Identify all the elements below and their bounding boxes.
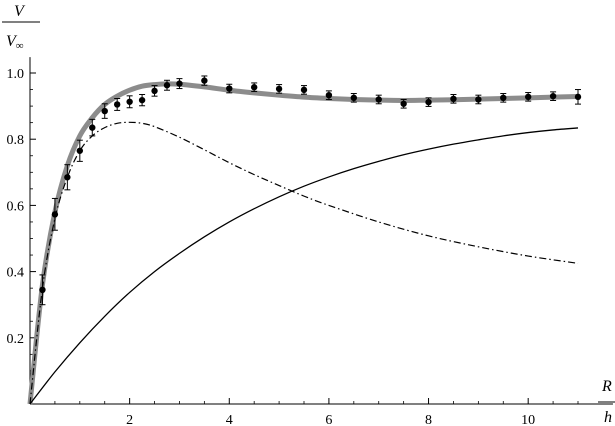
data-point [89, 118, 96, 137]
series-line-thick-gray [27, 81, 579, 405]
data-point-marker [151, 87, 158, 95]
data-points [39, 75, 582, 306]
data-point-marker [350, 94, 358, 102]
data-point-marker [400, 100, 407, 107]
y-tick-label: 1.0 [7, 67, 25, 82]
data-point [176, 78, 183, 90]
data-point [475, 94, 482, 105]
data-point [113, 97, 121, 111]
axes: 2 4 6 8 10 0.2 0.4 0.6 0.8 1.0 [7, 57, 613, 426]
data-point-marker [176, 80, 183, 87]
x-tick-label: 4 [226, 413, 233, 426]
data-point-marker [500, 94, 507, 102]
data-point-marker [475, 96, 482, 103]
x-tick-label: 2 [126, 413, 133, 426]
data-point-marker [275, 85, 283, 93]
x-tick-label: 8 [425, 413, 432, 426]
data-point [500, 93, 507, 103]
data-point [425, 97, 432, 107]
data-point [163, 79, 171, 91]
data-point-marker [39, 286, 46, 294]
data-point-marker [524, 93, 532, 101]
data-point [39, 274, 46, 306]
data-point-marker [64, 174, 71, 181]
x-axis-label-denominator: h [604, 409, 612, 426]
data-point [76, 139, 84, 162]
data-point-marker [226, 85, 233, 92]
series-layer [27, 81, 579, 405]
data-point [226, 83, 233, 94]
data-point-marker [138, 96, 146, 104]
y-tick-label: 0.8 [7, 133, 25, 148]
data-point [400, 98, 407, 109]
data-point [350, 93, 358, 103]
data-point [51, 197, 59, 231]
data-point [325, 90, 333, 100]
x-tick-label: 10 [521, 413, 535, 426]
data-point [201, 75, 208, 86]
y-tick-label: 0.2 [7, 332, 25, 347]
y-axis-label-denominator: V∞ [6, 33, 24, 52]
data-point-marker [300, 86, 308, 94]
data-point [64, 164, 71, 191]
data-point-marker [163, 82, 171, 89]
data-point-marker [101, 107, 108, 115]
data-point-marker [549, 92, 557, 100]
data-point [524, 92, 532, 102]
data-point [151, 85, 158, 97]
series-line-solid [29, 127, 579, 405]
data-point [549, 91, 557, 101]
x-tick-label: 6 [325, 413, 332, 426]
data-point [126, 95, 133, 109]
data-point-marker [126, 98, 133, 105]
data-point-marker [375, 96, 382, 103]
data-point-marker [574, 93, 582, 101]
data-point [101, 103, 108, 119]
data-point [574, 89, 582, 105]
axis-labels: V V∞ R h [2, 3, 615, 426]
data-point-marker [113, 101, 121, 108]
data-point-marker [51, 211, 59, 218]
y-tick-label: 0.6 [7, 199, 25, 214]
data-point [450, 94, 457, 104]
y-axis-label-numerator: V [14, 3, 26, 20]
data-point-marker [76, 147, 84, 154]
data-point [275, 84, 283, 94]
data-point-marker [201, 77, 208, 84]
series-line-dash-dot [29, 121, 579, 405]
data-point [300, 85, 308, 95]
data-point [375, 94, 382, 105]
data-point-marker [325, 91, 333, 99]
data-point-marker [89, 124, 96, 131]
y-tick-label: 0.4 [7, 266, 25, 281]
data-point-marker [425, 98, 432, 106]
data-point-marker [250, 84, 258, 91]
data-point [250, 82, 258, 93]
data-point-marker [450, 95, 457, 103]
x-axis-label-numerator: R [601, 378, 612, 395]
data-point [138, 94, 146, 107]
